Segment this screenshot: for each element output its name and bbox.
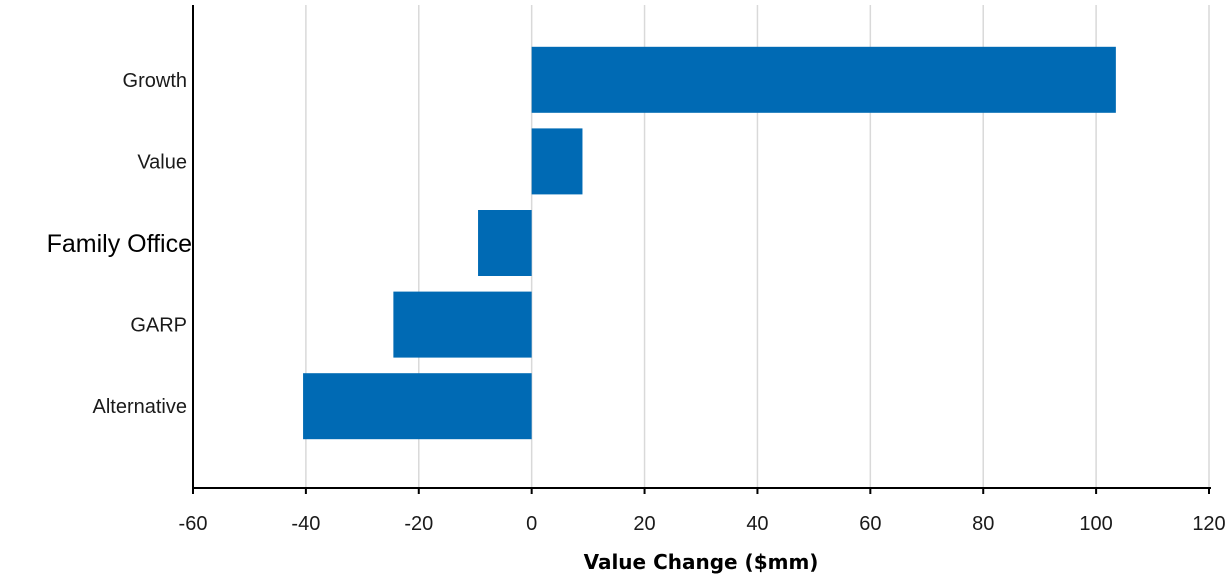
x-tick-label: 120 — [1192, 513, 1225, 535]
x-tick-label: 40 — [746, 513, 768, 535]
category-label: Value — [137, 151, 187, 173]
x-tick-label: 60 — [859, 513, 881, 535]
bar-growth — [531, 46, 1116, 113]
x-axis-title: Value Change ($mm) — [584, 550, 819, 574]
category-label: Growth — [123, 70, 187, 92]
bar-family-office — [478, 210, 532, 276]
category-labels: Growth Value Family Office GARP Alternative — [47, 70, 192, 418]
x-tick-label: 80 — [972, 513, 994, 535]
category-label: Family Office — [47, 230, 192, 258]
category-label: GARP — [130, 315, 187, 337]
x-tick-label: -40 — [291, 513, 320, 535]
bar-garp — [393, 291, 532, 358]
x-tick-label: -60 — [179, 513, 208, 535]
x-tick-label: 0 — [526, 513, 537, 535]
bar-value — [531, 128, 583, 195]
x-tick-label: 20 — [633, 513, 655, 535]
bar-alternative — [303, 373, 532, 440]
x-tick-label: 100 — [1079, 513, 1112, 535]
x-tick-labels: -60 -40 -20 0 20 40 60 80 100 120 — [179, 488, 1226, 535]
category-label: Alternative — [93, 396, 188, 418]
x-tick-label: -20 — [404, 513, 433, 535]
bars — [303, 46, 1116, 440]
axes — [192, 5, 1211, 489]
